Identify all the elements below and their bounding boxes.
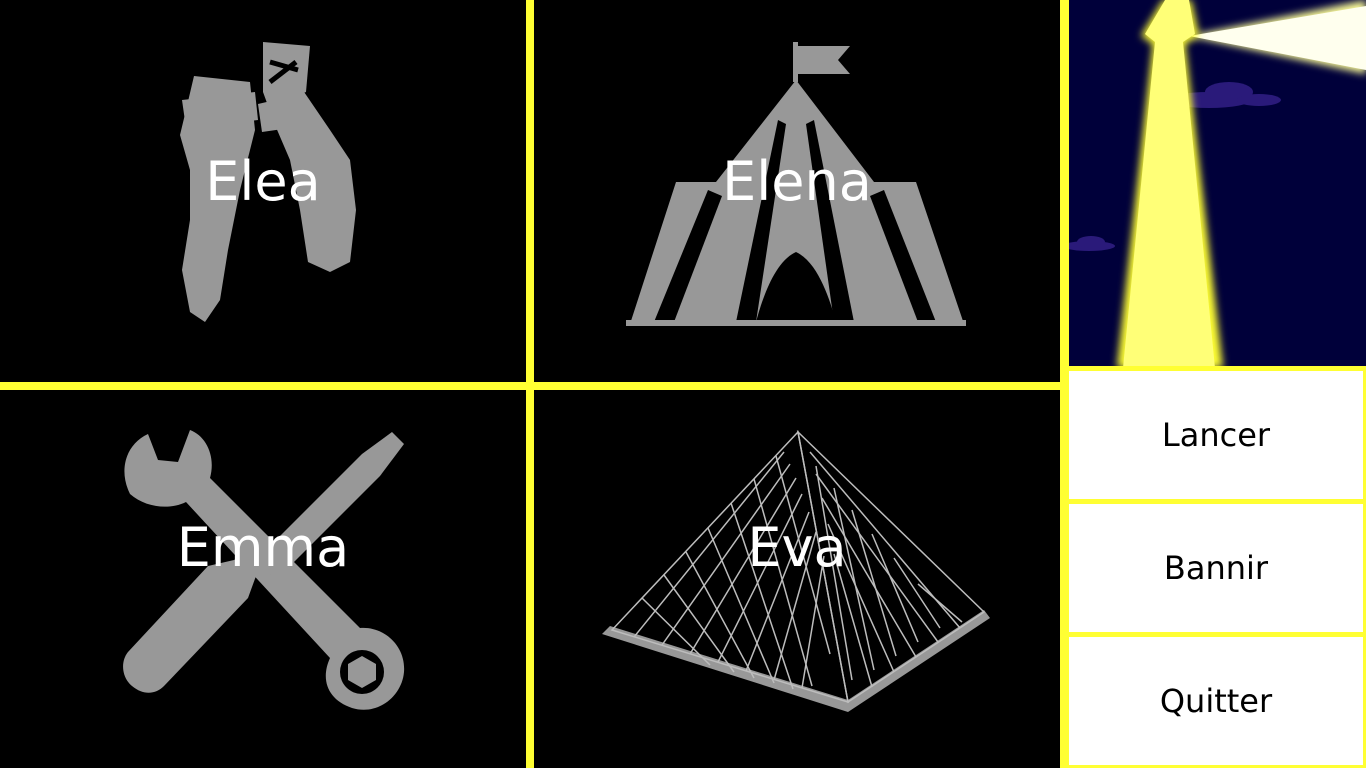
panel-divider [1069, 632, 1366, 637]
ban-button[interactable]: Bannir [1069, 504, 1363, 632]
circus-tent-icon [626, 42, 966, 326]
player-name: Eva [747, 516, 847, 579]
player-tile-eva[interactable]: Eva [534, 390, 1060, 768]
lighthouse-icon [1069, 0, 1366, 368]
player-name: Elea [205, 150, 321, 213]
quit-button-label: Quitter [1159, 682, 1273, 720]
pyramid-icon [602, 429, 990, 712]
player-tile-elea[interactable]: Elea [0, 0, 526, 382]
panel-divider [1069, 499, 1366, 504]
panel-border-bottom [1069, 765, 1366, 768]
ballet-shoes-icon [180, 42, 356, 322]
player-tile-emma[interactable]: Emma [0, 390, 526, 768]
player-tile-elena[interactable]: Elena [534, 0, 1060, 382]
grid-divider-horizontal [0, 382, 1069, 390]
player-name: Elena [722, 150, 872, 213]
launch-button-label: Lancer [1161, 416, 1271, 454]
ban-button-label: Bannir [1163, 549, 1269, 587]
quit-button[interactable]: Quitter [1069, 637, 1363, 765]
launch-button[interactable]: Lancer [1069, 371, 1363, 499]
wrench-screwdriver-icon [123, 430, 405, 710]
panel-border-right [1363, 366, 1366, 768]
lighthouse-panel [1069, 0, 1366, 368]
panel-divider [1069, 366, 1366, 371]
player-name: Emma [176, 516, 350, 579]
